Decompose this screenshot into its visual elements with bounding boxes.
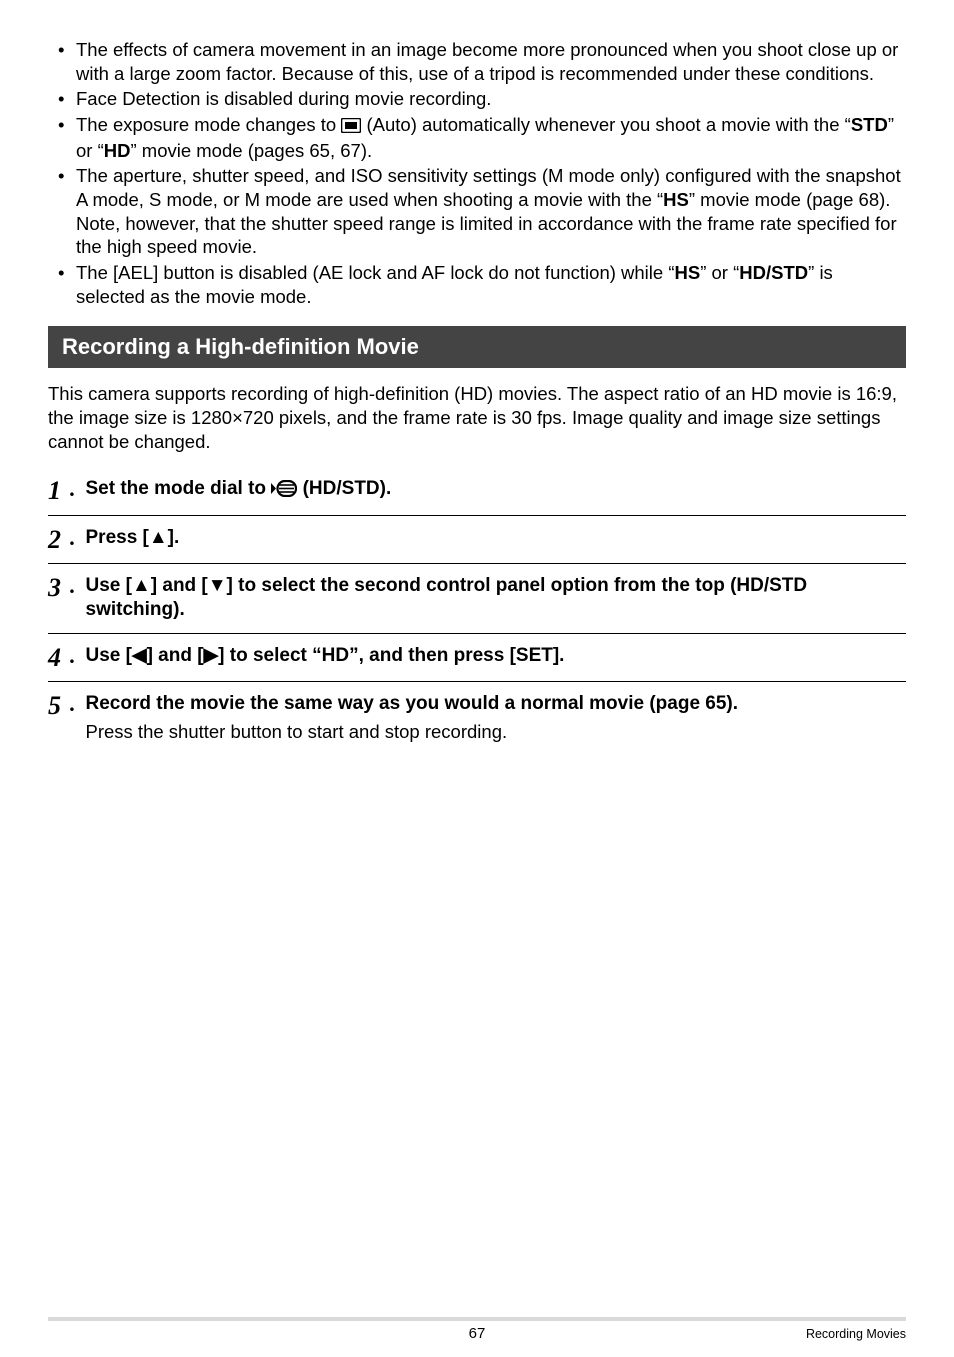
step-text: Record the movie the same way as you wou…: [86, 693, 739, 714]
step: 2. Press [▲].: [48, 515, 906, 563]
bullet-item: The exposure mode changes to (Auto) auto…: [48, 113, 906, 162]
step-number: 1: [48, 477, 70, 504]
step-dot: .: [70, 644, 86, 668]
step-body: Use [◀] and [▶] to select “HD”, and then…: [86, 644, 907, 668]
step: 1. Set the mode dial to (HD/STD).: [48, 471, 906, 514]
step-text: Use [▲] and [▼] to select the second con…: [86, 575, 808, 620]
bullet-item: The [AEL] button is disabled (AE lock an…: [48, 261, 906, 308]
step-dot: .: [70, 526, 86, 550]
step-text: Use [◀] and [▶] to select “HD”, and then…: [86, 645, 565, 666]
bullet-bold: HD/STD: [739, 262, 808, 283]
step-number: 5: [48, 692, 70, 719]
bullet-list: The effects of camera movement in an ima…: [48, 38, 906, 308]
bullet-text: The effects of camera movement in an ima…: [76, 39, 898, 84]
bullet-text: Face Detection is disabled during movie …: [76, 88, 491, 109]
step-text: (HD/STD).: [297, 478, 391, 499]
step-number: 3: [48, 574, 70, 601]
step: 4. Use [◀] and [▶] to select “HD”, and t…: [48, 633, 906, 681]
step-body: Use [▲] and [▼] to select the second con…: [86, 574, 907, 623]
bullet-text: ” or “: [700, 262, 739, 283]
step-dot: .: [70, 692, 86, 716]
bullet-bold: HS: [663, 189, 689, 210]
step-dot: .: [70, 574, 86, 598]
page-number: 67: [48, 1325, 906, 1342]
movie-mode-icon: [271, 480, 297, 504]
step-body: Set the mode dial to (HD/STD).: [86, 477, 907, 504]
footer-divider: [48, 1317, 906, 1321]
bullet-text: (Auto) automatically whenever you shoot …: [361, 114, 850, 135]
step-number: 4: [48, 644, 70, 671]
step-body: Record the movie the same way as you wou…: [86, 692, 907, 744]
bullet-bold: HS: [675, 262, 701, 283]
step-text: Set the mode dial to: [86, 478, 272, 499]
auto-mode-icon: [341, 115, 361, 139]
bullet-item: The effects of camera movement in an ima…: [48, 38, 906, 85]
bullet-item: The aperture, shutter speed, and ISO sen…: [48, 164, 906, 259]
step-text: Press [▲].: [86, 527, 180, 548]
step-subtext: Press the shutter button to start and st…: [86, 720, 907, 744]
page-footer: 67 Recording Movies: [48, 1317, 906, 1341]
intro-text: This camera supports recording of high-d…: [48, 382, 906, 453]
bullet-text: ” movie mode (pages 65, 67).: [130, 140, 372, 161]
bullet-item: Face Detection is disabled during movie …: [48, 87, 906, 111]
bullet-text: The [AEL] button is disabled (AE lock an…: [76, 262, 675, 283]
step-dot: .: [70, 477, 86, 501]
step-body: Press [▲].: [86, 526, 907, 550]
step: 5. Record the movie the same way as you …: [48, 681, 906, 754]
bullet-text: The exposure mode changes to: [76, 114, 341, 135]
step-number: 2: [48, 526, 70, 553]
step: 3. Use [▲] and [▼] to select the second …: [48, 563, 906, 633]
bullet-bold: STD: [851, 114, 888, 135]
section-heading: Recording a High-definition Movie: [48, 326, 906, 368]
bullet-bold: HD: [104, 140, 131, 161]
